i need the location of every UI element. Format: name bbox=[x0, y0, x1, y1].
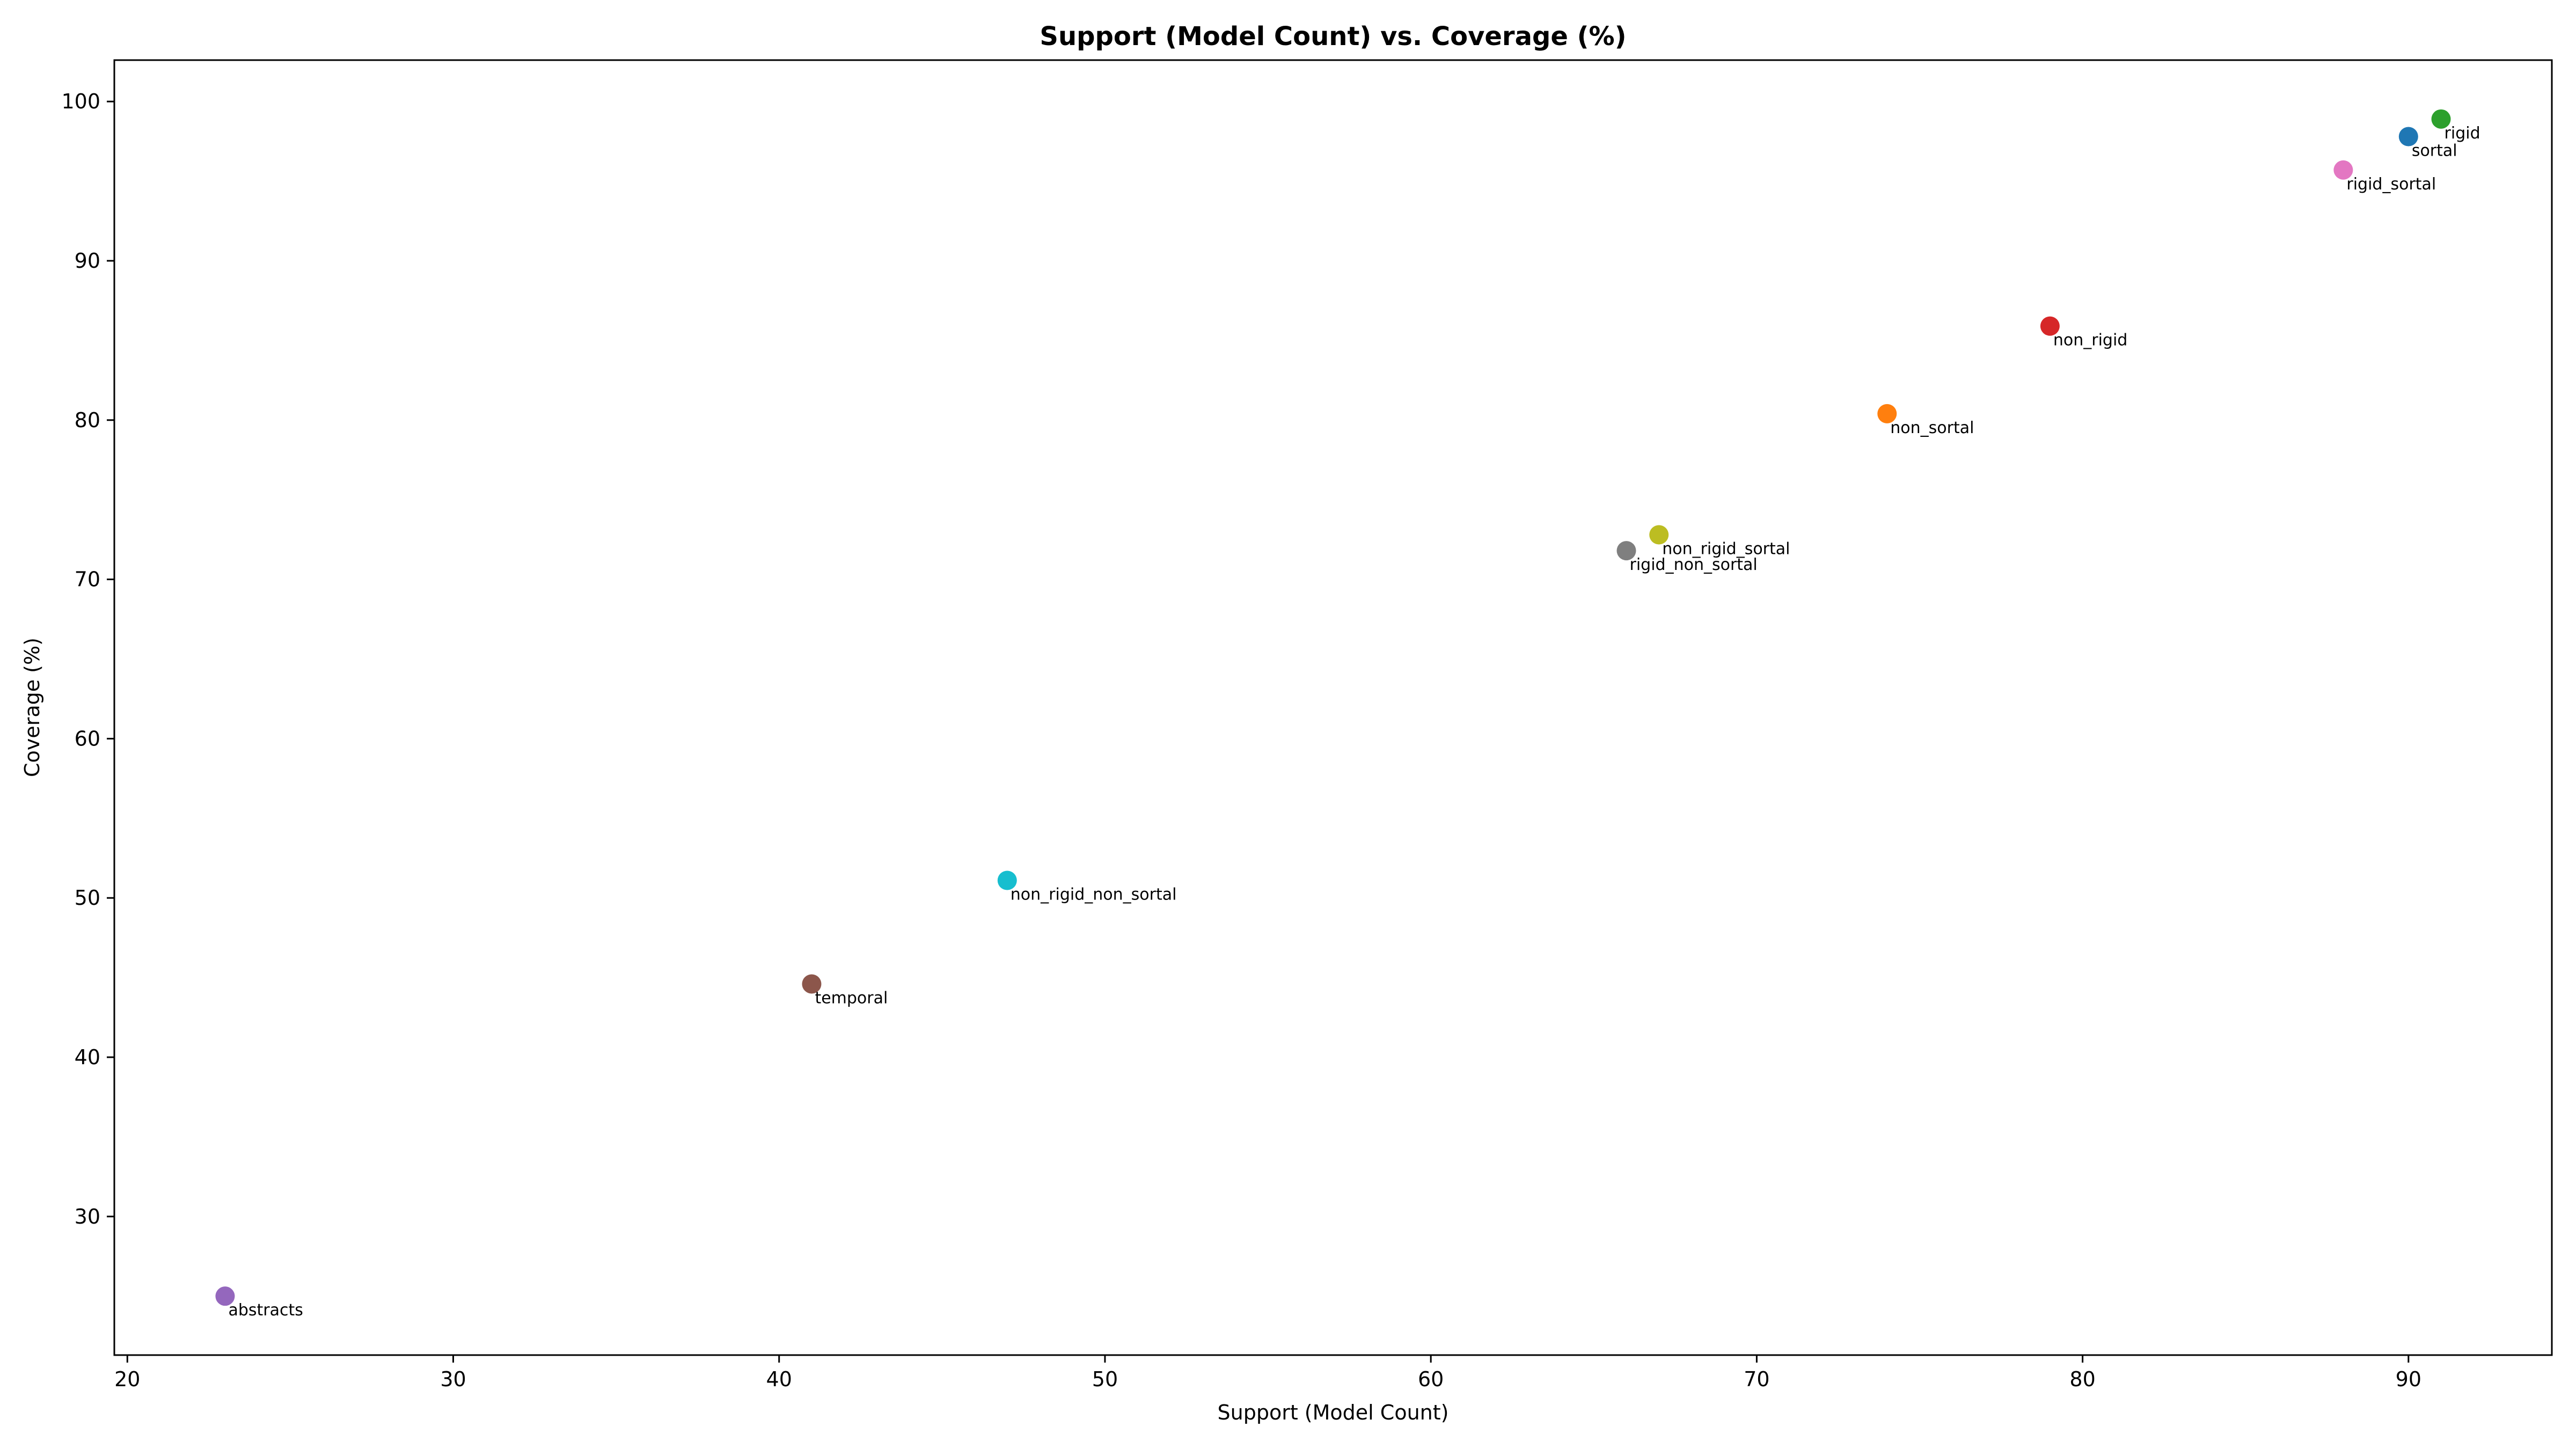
point-label: abstracts bbox=[228, 1301, 303, 1320]
chart-title: Support (Model Count) vs. Coverage (%) bbox=[1040, 21, 1626, 52]
x-tick-label: 90 bbox=[2396, 1367, 2421, 1391]
data-points bbox=[215, 109, 2451, 1306]
x-tick-label: 60 bbox=[1418, 1367, 1444, 1391]
point-label: non_rigid_sortal bbox=[1662, 539, 1790, 558]
plot-frame bbox=[113, 59, 2553, 1356]
y-tick-label: 50 bbox=[75, 886, 100, 910]
point-label: non_rigid bbox=[2053, 331, 2127, 350]
y-tick-label: 40 bbox=[75, 1045, 100, 1069]
point-non-rigid-sortal bbox=[1649, 525, 1669, 545]
x-axis-label: Support (Model Count) bbox=[1218, 1401, 1449, 1424]
point-label: sortal bbox=[2412, 141, 2457, 160]
point-non-rigid-non-sortal bbox=[997, 870, 1017, 890]
x-tick-label: 80 bbox=[2069, 1367, 2095, 1391]
point-label: rigid_sortal bbox=[2346, 175, 2436, 194]
y-tick-label: 100 bbox=[61, 90, 100, 113]
point-rigid-sortal bbox=[2333, 160, 2353, 180]
y-tick-label: 30 bbox=[75, 1205, 100, 1228]
y-tick-label: 60 bbox=[75, 727, 100, 750]
point-non-sortal bbox=[1877, 404, 1897, 423]
point-non-rigid bbox=[2040, 316, 2060, 336]
x-tick-label: 40 bbox=[766, 1367, 792, 1391]
point-label: rigid_non_sortal bbox=[1629, 555, 1757, 574]
point-temporal bbox=[802, 974, 822, 994]
plot-area bbox=[113, 59, 2553, 1356]
x-tick-label: 70 bbox=[1744, 1367, 1769, 1391]
point-sortal bbox=[2398, 127, 2418, 147]
point-label: rigid bbox=[2445, 124, 2480, 143]
x-tick-label: 20 bbox=[114, 1367, 140, 1391]
y-tick-label: 70 bbox=[75, 568, 100, 591]
point-labels: sortal non_sortal rigid non_rigid abstracts t… bbox=[228, 124, 2480, 1320]
point-label: non_sortal bbox=[1890, 419, 1974, 437]
x-axis: 20 30 40 50 60 70 80 90 bbox=[114, 1355, 2421, 1391]
point-label: temporal bbox=[815, 989, 888, 1007]
point-abstracts bbox=[215, 1286, 235, 1306]
point-label: non_rigid_non_sortal bbox=[1011, 885, 1177, 904]
x-tick-label: 50 bbox=[1092, 1367, 1118, 1391]
y-tick-label: 80 bbox=[75, 408, 100, 432]
y-tick-label: 90 bbox=[75, 249, 100, 273]
point-rigid bbox=[2431, 109, 2451, 129]
y-axis-label: Coverage (%) bbox=[20, 638, 44, 777]
point-rigid-non-sortal bbox=[1616, 541, 1636, 561]
x-tick-label: 30 bbox=[440, 1367, 466, 1391]
y-axis: 30 40 50 60 70 80 90 100 bbox=[61, 90, 114, 1228]
